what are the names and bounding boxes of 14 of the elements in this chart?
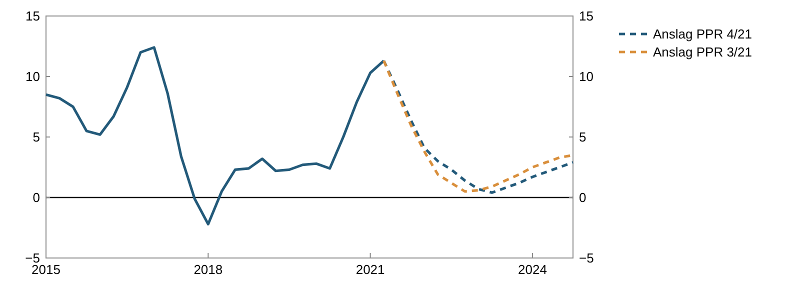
y-tick-label: 15 [26,8,40,24]
y2-tick-label: 15 [579,8,594,24]
legend-label: Anslag PPR 4/21 [653,26,752,42]
y-tick-label: 5 [32,130,40,145]
y-tick-label: 0 [32,190,40,206]
y-tick-label: 10 [26,69,40,84]
y2-tick-label: 0 [579,190,586,206]
x-tick-label: 2021 [356,262,385,277]
x-tick-label: 2024 [518,262,547,277]
x-tick-label: 2018 [194,262,223,277]
y2-tick-label: −5 [579,250,594,266]
y2-tick-label: 10 [579,69,594,84]
y2-tick-label: 5 [579,130,586,145]
legend-label: Anslag PPR 3/21 [653,44,752,60]
